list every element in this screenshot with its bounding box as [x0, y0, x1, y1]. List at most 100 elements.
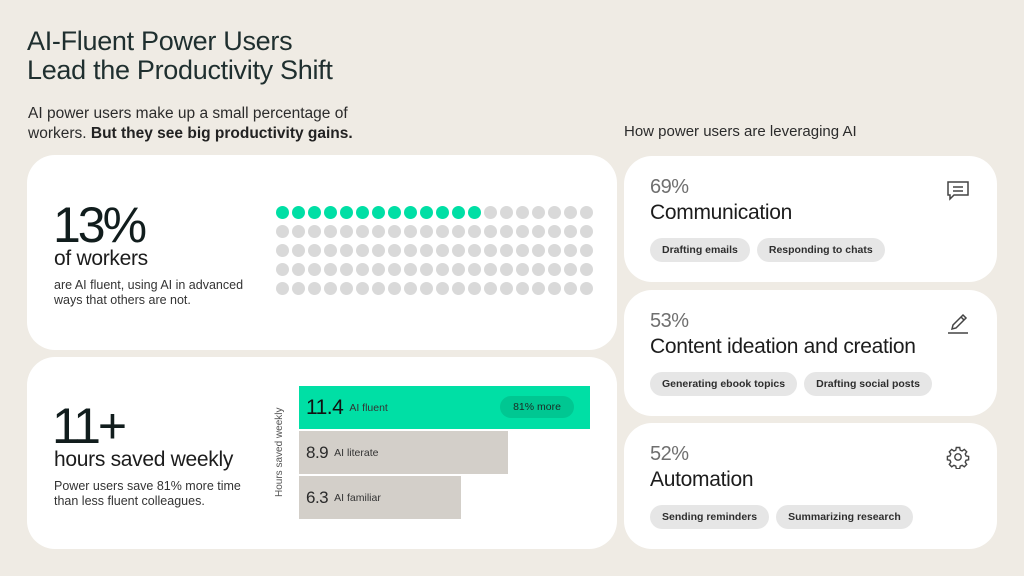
waffle-dot [388, 244, 401, 257]
waffle-dot [324, 244, 337, 257]
waffle-dot [420, 282, 433, 295]
waffle-dot [420, 225, 433, 238]
waffle-dot [340, 225, 353, 238]
usage-category: Communication [650, 201, 792, 224]
title-line-2: Lead the Productivity Shift [27, 55, 333, 85]
waffle-dot-highlighted [404, 206, 417, 219]
bar-value: 6.3 [306, 487, 329, 507]
bar-label: AI familiar [334, 491, 381, 504]
waffle-dot [452, 225, 465, 238]
waffle-dot [564, 225, 577, 238]
chip: Sending reminders [650, 505, 770, 529]
waffle-dot [324, 225, 337, 238]
chat-icon [947, 181, 969, 201]
pencil-icon [948, 313, 968, 334]
waffle-dot [292, 225, 305, 238]
waffle-chart [276, 206, 593, 295]
waffle-dot [532, 225, 545, 238]
page-title: AI-Fluent Power Users Lead the Productiv… [27, 27, 333, 85]
waffle-dot [548, 263, 561, 276]
waffle-dot [292, 244, 305, 257]
waffle-dot [276, 244, 289, 257]
waffle-dot [500, 206, 513, 219]
right-section-heading: How power users are leveraging AI [624, 123, 857, 140]
chip: Drafting social posts [804, 372, 932, 396]
hours-stat: 11+ [52, 398, 127, 454]
waffle-dot [500, 263, 513, 276]
waffle-dot [356, 263, 369, 276]
waffle-dot [372, 282, 385, 295]
waffle-dot [580, 206, 593, 219]
title-line-1: AI-Fluent Power Users [27, 26, 293, 56]
waffle-dot-highlighted [468, 206, 481, 219]
waffle-dot [356, 244, 369, 257]
waffle-dot [436, 282, 449, 295]
page-subtitle: AI power users make up a small percentag… [28, 104, 398, 144]
waffle-dot-highlighted [308, 206, 321, 219]
chip: Generating ebook topics [650, 372, 798, 396]
gear-icon [946, 446, 970, 469]
waffle-dot [308, 282, 321, 295]
waffle-dot-highlighted [452, 206, 465, 219]
fluent-label: of workers [54, 247, 148, 270]
usage-category: Content ideation and creation [650, 335, 916, 358]
waffle-dot [580, 225, 593, 238]
waffle-dot [484, 244, 497, 257]
waffle-dot [404, 263, 417, 276]
waffle-dot [516, 244, 529, 257]
waffle-dot [388, 282, 401, 295]
waffle-dot [356, 225, 369, 238]
waffle-dot [500, 225, 513, 238]
waffle-dot-highlighted [436, 206, 449, 219]
waffle-dot [436, 225, 449, 238]
hours-bar-chart: 11.4 AI fluent 81% more 8.9 AI literate … [299, 386, 599, 521]
waffle-dot [340, 282, 353, 295]
fluent-workers-card: 13% of workers are AI fluent, using AI i… [27, 155, 617, 350]
waffle-dot [564, 244, 577, 257]
waffle-dot [452, 282, 465, 295]
waffle-dot [484, 263, 497, 276]
waffle-dot [564, 206, 577, 219]
fluent-stat: 13% [53, 197, 147, 253]
bar-axis-label: Hours saved weekly [274, 407, 285, 497]
usage-card-content: 53% Content ideation and creation Genera… [624, 290, 997, 416]
waffle-dot [484, 206, 497, 219]
bar-ai-familiar: 6.3 AI familiar [299, 476, 461, 519]
fluent-description: are AI fluent, using AI in advanced ways… [54, 278, 244, 307]
waffle-dot [548, 244, 561, 257]
bar-ai-fluent: 11.4 AI fluent 81% more [299, 386, 590, 429]
waffle-dot-highlighted [324, 206, 337, 219]
waffle-dot-highlighted [276, 206, 289, 219]
waffle-dot [532, 206, 545, 219]
waffle-dot [468, 263, 481, 276]
waffle-dot [404, 282, 417, 295]
bar-label: AI literate [334, 446, 379, 459]
waffle-dot [356, 282, 369, 295]
waffle-dot [516, 206, 529, 219]
waffle-dot [404, 225, 417, 238]
usage-percent: 69% [650, 176, 689, 198]
waffle-dot [516, 263, 529, 276]
waffle-dot-highlighted [340, 206, 353, 219]
bar-value: 11.4 [306, 395, 344, 419]
usage-card-communication: 69% Communication Drafting emails Respon… [624, 156, 997, 282]
waffle-dot [548, 225, 561, 238]
waffle-dot [436, 244, 449, 257]
waffle-dot [484, 225, 497, 238]
chip: Responding to chats [756, 238, 885, 262]
waffle-dot [324, 282, 337, 295]
waffle-dot [308, 263, 321, 276]
waffle-dot [532, 282, 545, 295]
waffle-dot [580, 244, 593, 257]
usage-percent: 53% [650, 310, 689, 332]
waffle-dot [516, 225, 529, 238]
hours-saved-card: 11+ hours saved weekly Power users save … [27, 357, 617, 549]
waffle-dot-highlighted [356, 206, 369, 219]
waffle-dot [372, 263, 385, 276]
waffle-dot-highlighted [292, 206, 305, 219]
hours-label: hours saved weekly [54, 448, 234, 471]
waffle-dot [532, 263, 545, 276]
subtitle-plain: AI power users make up a small percentag… [28, 105, 348, 142]
waffle-dot [468, 244, 481, 257]
waffle-dot [276, 225, 289, 238]
